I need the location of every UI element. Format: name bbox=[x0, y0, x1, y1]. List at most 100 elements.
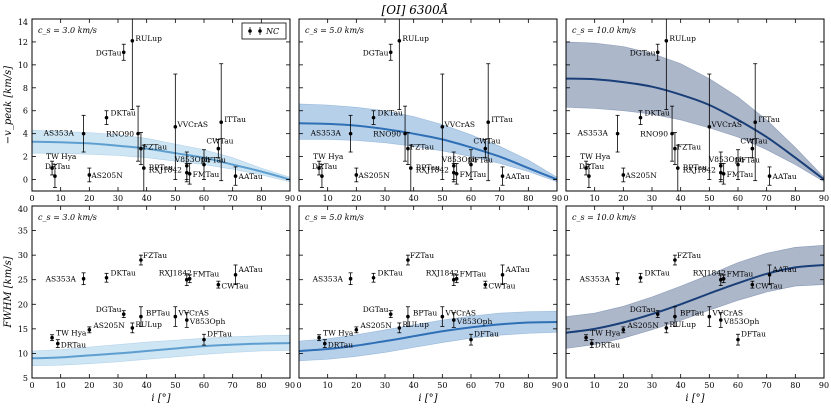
point-marker bbox=[202, 162, 206, 167]
x-tick-label: 80 bbox=[256, 381, 266, 390]
point-label: AATau bbox=[238, 172, 263, 181]
data-point-as353a: AS353A bbox=[579, 272, 620, 286]
point-marker bbox=[750, 282, 755, 287]
point-label: CWTau bbox=[755, 282, 782, 291]
point-marker bbox=[388, 50, 393, 55]
x-tick-label: 70 bbox=[762, 381, 772, 390]
point-marker bbox=[219, 120, 223, 124]
data-point-ittau: ITTau bbox=[486, 63, 513, 182]
data-point-dktau: DKTau bbox=[638, 109, 670, 125]
data-point-ittau: ITTau bbox=[753, 63, 780, 182]
point-marker bbox=[354, 173, 359, 177]
data-point-fmtau: FMTau bbox=[187, 270, 219, 284]
panel-cs-label: c_s = 3.0 km/s bbox=[38, 26, 97, 35]
point-marker bbox=[673, 314, 677, 319]
point-label: FMTau bbox=[460, 170, 487, 179]
point-marker bbox=[320, 174, 324, 178]
data-point-tw-hya: TW Hya bbox=[580, 152, 611, 176]
point-label: AS205N bbox=[359, 321, 392, 330]
point-label: AS205N bbox=[357, 171, 390, 180]
data-point-fmtau: FMTau bbox=[454, 163, 487, 185]
x-tick-label: 80 bbox=[256, 194, 266, 203]
x-tick-label: 60 bbox=[733, 381, 743, 390]
point-marker bbox=[139, 258, 143, 262]
panel-frame bbox=[565, 18, 825, 192]
data-point-as205n: AS205N bbox=[621, 321, 659, 334]
data-point-rulup: RULup bbox=[130, 320, 162, 334]
point-marker bbox=[673, 258, 677, 262]
x-tick-label: 40 bbox=[409, 194, 419, 203]
point-label: CWTau bbox=[488, 282, 515, 291]
point-label: FZTau bbox=[677, 143, 701, 152]
point-label: RNO90 bbox=[373, 130, 401, 139]
y-tick-label: 6 bbox=[23, 107, 28, 116]
data-point-aatau: AATau bbox=[767, 166, 797, 186]
y-tick-label: 10 bbox=[18, 61, 28, 70]
data-point-cwtau: CWTau bbox=[750, 280, 783, 291]
y-tick-label: 15 bbox=[18, 325, 28, 334]
x-tick-label: 10 bbox=[323, 381, 333, 390]
point-label: VVCrAS bbox=[444, 309, 476, 318]
data-point-tw-hya: TW Hya bbox=[317, 329, 354, 342]
x-tick-label: 80 bbox=[523, 381, 533, 390]
y-tick-label: 40 bbox=[18, 205, 28, 214]
data-point-fmtau: FMTau bbox=[721, 163, 754, 185]
point-label: FZTau bbox=[410, 251, 434, 260]
data-point-rxj1842: RXJ1842 bbox=[683, 163, 723, 183]
point-marker bbox=[216, 282, 221, 287]
point-marker bbox=[50, 335, 54, 340]
data-point-aatau: AATau bbox=[233, 166, 263, 186]
x-tick-label: 90 bbox=[552, 381, 562, 390]
point-label: RULup bbox=[402, 320, 429, 329]
point-label: TW Hya bbox=[46, 152, 77, 161]
x-tick-label: 10 bbox=[590, 381, 600, 390]
point-marker bbox=[486, 120, 491, 124]
point-label: BPTau bbox=[680, 309, 704, 318]
point-label: DGTau bbox=[96, 305, 122, 314]
point-marker bbox=[388, 312, 393, 316]
point-marker bbox=[130, 38, 135, 43]
data-point-vvcras: VVCrAS bbox=[440, 306, 476, 327]
point-marker bbox=[707, 314, 712, 319]
data-point-as353a: AS353A bbox=[45, 272, 86, 286]
data-point-dgtau: DGTau bbox=[363, 305, 393, 318]
point-marker bbox=[121, 312, 126, 316]
point-label: DGTau bbox=[363, 48, 389, 57]
point-label: RULup bbox=[669, 320, 696, 329]
point-marker bbox=[500, 174, 505, 178]
point-label: FMTau bbox=[193, 170, 220, 179]
x-tick-label: 70 bbox=[762, 194, 772, 203]
point-label: DRTau bbox=[61, 341, 86, 350]
y-axis-label: −v_peak [km/s] bbox=[3, 66, 14, 144]
point-label: FZTau bbox=[410, 143, 434, 152]
panel-cs-label: c_s = 5.0 km/s bbox=[305, 213, 364, 222]
data-point-ittau: ITTau bbox=[219, 63, 246, 182]
point-marker bbox=[185, 170, 189, 175]
point-marker bbox=[590, 341, 594, 346]
panel-r1-c1: TW Hya DRTau AS205N AS353A DKTau DGTau RULup BP… bbox=[296, 205, 562, 404]
y-tick-label: 30 bbox=[18, 251, 28, 260]
point-label: DRTau bbox=[579, 162, 604, 171]
point-label: FMTau bbox=[460, 270, 487, 279]
y-tick-label: 35 bbox=[18, 227, 28, 236]
data-point-rxj1842: RXJ1842 bbox=[416, 163, 456, 183]
point-label: CWTau bbox=[206, 137, 233, 146]
point-label: DGTau bbox=[363, 305, 389, 314]
x-tick-label: 80 bbox=[523, 194, 533, 203]
x-tick-label: 80 bbox=[790, 381, 800, 390]
point-marker bbox=[454, 172, 459, 176]
model-line bbox=[32, 342, 290, 360]
data-point-as353a: AS353A bbox=[312, 272, 353, 286]
point-marker bbox=[81, 276, 86, 281]
point-marker bbox=[664, 326, 669, 330]
point-marker bbox=[87, 328, 92, 332]
data-point-drtau: DRTau bbox=[55, 339, 86, 350]
point-label: FMTau bbox=[727, 170, 754, 179]
point-label: V853Oph bbox=[174, 155, 211, 164]
data-point-dftau: DFTau bbox=[736, 330, 766, 346]
point-label: AS353A bbox=[45, 275, 77, 284]
data-point-cwtau: CWTau bbox=[483, 280, 516, 291]
point-marker bbox=[233, 273, 238, 277]
data-point-as353a: AS353A bbox=[310, 114, 353, 153]
